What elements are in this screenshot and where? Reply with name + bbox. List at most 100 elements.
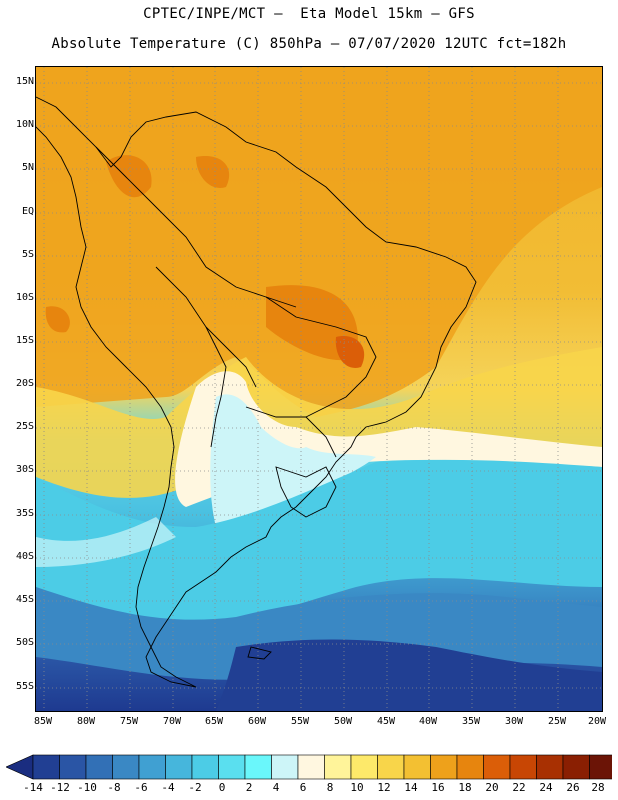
colorbar-label: 4 [272,781,280,794]
chart-title-line-2: Absolute Temperature (C) 850hPa – 07/07/… [51,36,567,52]
lat-label-45s: 45S [15,594,34,605]
colorbar-swatch [244,754,272,780]
colorbar-label: 10 [350,781,364,794]
uruguay-outline [275,466,337,518]
lat-label-35s: 35S [15,508,34,519]
lat-label-20s: 20S [15,378,34,389]
border-andes [155,266,257,388]
lon-label-55w: 55W [290,716,310,727]
colorbar-swatch [324,754,352,780]
border-brazil [265,296,377,418]
lat-label-5s: 5S [21,249,34,260]
cold-air-mass [36,459,602,627]
colorbar-swatch [377,754,405,780]
lat-label-50s: 50S [15,637,34,648]
colorbar-swatch [509,754,537,780]
lon-label-30w: 30W [504,716,524,727]
light-cold-band [36,517,176,567]
hot-patch-central-brazil [266,285,358,361]
lon-label-75w: 75W [119,716,139,727]
border-paraguay [245,406,337,458]
colorbar-arrow-low [5,754,34,780]
cold-air-intrusion [210,394,376,527]
map-canvas [36,67,602,711]
colorbar-swatch [562,754,590,780]
lat-label-25s: 25S [15,421,34,432]
colorbar-label: 12 [377,781,391,794]
lon-label-80w: 80W [76,716,96,727]
colorbar-swatch [59,754,87,780]
lon-label-70w: 70W [162,716,182,727]
south-america-coastline [36,96,477,688]
colorbar-swatch [483,754,511,780]
lat-label-15s: 15S [15,335,34,346]
hot-patch-venezuela [196,156,230,188]
lat-label-eq: EQ [21,206,34,217]
lat-label-55s: 55S [15,681,34,692]
colorbar-swatches [5,754,618,780]
hottest-patch [335,336,365,368]
colorbar-label: -6 [134,781,148,794]
lat-label-15n: 15N [15,76,34,87]
colorbar-label: -2 [188,781,202,794]
colorbar-label: -4 [161,781,175,794]
warm-tropical-region [36,67,602,417]
colorbar-label: 0 [218,781,226,794]
colorbar-swatch [403,754,431,780]
lon-label-25w: 25W [547,716,567,727]
colorbar-label: 28 [591,781,605,794]
chart-title-line-1: CPTEC/INPE/MCT – Eta Model 15km – GFS [143,6,475,22]
colorbar-label: -10 [77,781,97,794]
lon-label-60w: 60W [247,716,267,727]
colorbar-swatch [271,754,299,780]
lat-label-10n: 10N [15,119,34,130]
lat-label-5n: 5N [21,162,34,173]
colorbar-swatch [350,754,378,780]
lon-label-65w: 65W [204,716,224,727]
colorbar-swatch [536,754,564,780]
graticule [36,67,602,711]
border-north [95,146,297,308]
colorbar-label: 20 [485,781,499,794]
colorbar-swatch [430,754,458,780]
colorbar-label: 2 [245,781,253,794]
colorbar-label: 14 [404,781,418,794]
colorbar-label: -12 [50,781,70,794]
colorbar-swatch [218,754,246,780]
colorbar-swatch [297,754,325,780]
temperature-colorbar [5,754,618,784]
colorbar-label: 16 [431,781,445,794]
lat-label-10s: 10S [15,292,34,303]
colorbar-swatch [456,754,484,780]
coldest-air-band [216,639,602,711]
lon-label-45w: 45W [376,716,396,727]
falkland-islands [247,646,272,660]
colorbar-label: 24 [539,781,553,794]
colorbar-label: 8 [326,781,334,794]
colorbar-label: 22 [512,781,526,794]
colorbar-swatch [138,754,166,780]
temperature-map[interactable] [35,66,603,712]
border-bolivia-chile [205,326,227,448]
lon-label-40w: 40W [418,716,438,727]
lon-label-50w: 50W [333,716,353,727]
colorbar-swatch [165,754,193,780]
colorbar-label: 18 [458,781,472,794]
lon-label-35w: 35W [461,716,481,727]
colorbar-label: -14 [23,781,43,794]
lat-label-40s: 40S [15,551,34,562]
colorbar-label: -8 [107,781,121,794]
colorbar-swatch [589,754,617,780]
hot-patch-andes-north [106,155,152,198]
lon-label-85w: 85W [33,716,53,727]
lat-label-30s: 30S [15,464,34,475]
colorbar-label: 26 [566,781,580,794]
colorbar-swatch [191,754,219,780]
colorbar-swatch [32,754,60,780]
lon-label-20w: 20W [587,716,607,727]
colorbar-swatch [112,754,140,780]
colorbar-swatch [85,754,113,780]
coastlines-and-borders [36,96,477,688]
colorbar-label: 6 [299,781,307,794]
hot-patch-pacific [45,306,70,333]
